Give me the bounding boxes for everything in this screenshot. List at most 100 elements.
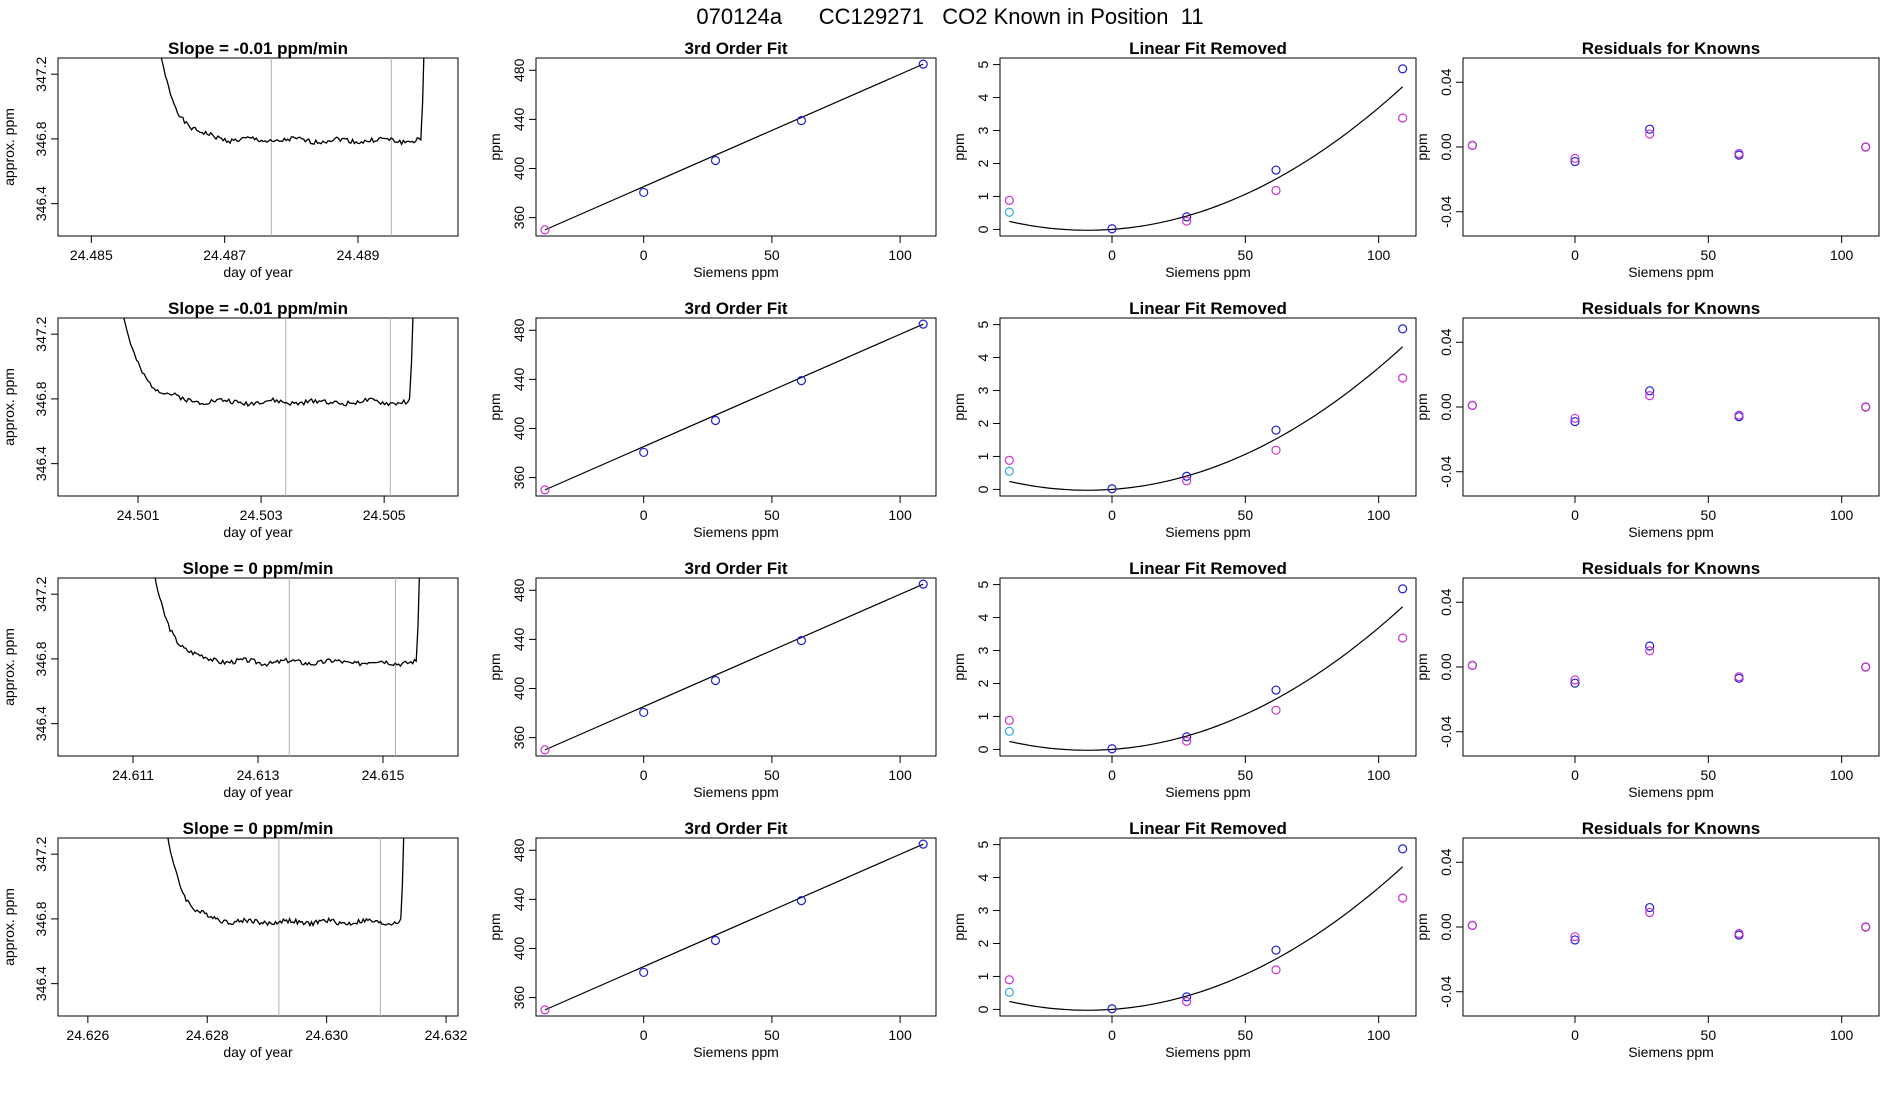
panel-1-2-ytick-label: 440	[511, 107, 527, 131]
panel-2-4-ytick-label: 0.00	[1438, 393, 1454, 420]
panel-1-3-point-blue	[1107, 224, 1117, 234]
panel-3-3-ylabel: ppm	[951, 653, 967, 680]
panel-3-4-point-magenta	[1861, 662, 1871, 672]
panel-3-4-ytick-label: 0.00	[1438, 653, 1454, 680]
panel-1-3-xtick-label: 100	[1367, 247, 1391, 263]
panel-4-4-ytick-label: -0.04	[1438, 976, 1454, 1008]
panel-4-1-ytick-label: 347.2	[33, 836, 49, 871]
panel-1-4-point-magenta	[1467, 140, 1477, 150]
panel-4-2-xlabel: Siemens ppm	[693, 1044, 779, 1060]
panel-3-2-xtick-label: 100	[888, 767, 912, 783]
panel-3-4-point-blue	[1570, 678, 1580, 688]
panel-3-2-xtick-label: 0	[640, 767, 648, 783]
panel-3-1-xlabel: day of year	[223, 784, 293, 800]
panel-2-3-point-blue	[1107, 484, 1117, 494]
panel-3-2-ytick-label: 360	[511, 726, 527, 750]
panel-3-2-ytick-label: 440	[511, 627, 527, 651]
panel-4-3-point-blue	[1271, 945, 1281, 955]
panel-2-1-ytick-label: 346.4	[33, 446, 49, 481]
panel-2-3-xtick-label: 100	[1367, 507, 1391, 523]
panel-1-4-point-magenta	[1734, 148, 1744, 159]
panel-1-3-ytick-label: 4	[975, 93, 991, 101]
panel-3-3-point-magenta	[1004, 715, 1014, 726]
panel-1-2-title: 3rd Order Fit	[685, 39, 788, 58]
panel-4-2-xtick-label: 0	[640, 1027, 648, 1043]
panel-4-4-point-magenta	[1570, 932, 1580, 942]
panel-4-1-xtick-label: 24.628	[186, 1027, 229, 1043]
panel-1-3-point-blue	[1271, 165, 1281, 175]
panel-2-3-point-blue	[1398, 324, 1408, 334]
panel-1-2-xtick-label: 0	[640, 247, 648, 263]
panel-3-4-title: Residuals for Knowns	[1582, 559, 1761, 578]
panel-2-4-point-blue	[1570, 416, 1580, 427]
panel-2-2-point-blue	[710, 415, 721, 426]
panel-4-3-ytick-label: 3	[975, 906, 991, 914]
panel-3-3-point-magenta	[1271, 705, 1281, 715]
panel-2-4-xtick-label: 0	[1571, 507, 1579, 523]
panel-2-1-title: Slope = -0.01 ppm/min	[168, 299, 348, 318]
panel-4-3-ytick-label: 5	[975, 840, 991, 848]
panel-3-3-title: Linear Fit Removed	[1129, 559, 1287, 578]
panel-4-2-point-magenta	[540, 1005, 550, 1015]
panel-2-2-ytick-label: 440	[511, 367, 527, 391]
panel-2-4-point-magenta	[1467, 400, 1477, 410]
panel-1-2-point-magenta	[540, 225, 550, 235]
panel-2-3-xtick-label: 50	[1238, 507, 1254, 523]
panel-2-2-point-blue	[639, 447, 649, 458]
panel-1-3-ytick-label: 1	[975, 192, 991, 200]
panel-1-3-ytick-label: 5	[975, 60, 991, 68]
panel-2-1-xtick-label: 24.503	[240, 507, 283, 523]
panel-2-2-point-magenta	[540, 485, 550, 495]
panel-4-1-xlabel: day of year	[223, 1044, 293, 1060]
panel-1-3-point-magenta	[1004, 195, 1014, 205]
panel-4-4-frame	[1462, 837, 1880, 1017]
panel-4-3-xtick-label: 0	[1108, 1027, 1116, 1043]
panel-1-4-frame	[1462, 57, 1880, 237]
panel-2-3-ylabel: ppm	[951, 393, 967, 420]
panel-3-2-xlabel: Siemens ppm	[693, 784, 779, 800]
panel-3-3-point-blue	[1107, 744, 1117, 754]
panel-4-1-ytick-label: 346.8	[33, 901, 49, 936]
panel-4-3-xlabel: Siemens ppm	[1165, 1044, 1251, 1060]
panel-4-4-xlabel: Siemens ppm	[1628, 1044, 1714, 1060]
panel-4-2-ylabel: ppm	[487, 913, 503, 940]
panel-1-4-ytick-label: 0.00	[1438, 133, 1454, 160]
panel-1-3-xtick-label: 50	[1238, 247, 1254, 263]
panel-4-1-xtick-label: 24.630	[305, 1027, 348, 1043]
panel-1-2-point-blue	[796, 116, 806, 126]
panel-4-3-point-blue	[1182, 992, 1192, 1002]
panel-4-4-point-magenta	[1467, 920, 1477, 930]
panel-4-1-xtick-label: 24.626	[66, 1027, 109, 1043]
panel-4-4-xtick-label: 0	[1571, 1027, 1579, 1043]
panel-1-4-xtick-label: 100	[1830, 247, 1854, 263]
panel-2-1-ylabel: approx. ppm	[1, 368, 17, 446]
panel-4-1-trace-line	[167, 838, 405, 928]
panel-2-2-xtick-label: 50	[764, 507, 780, 523]
panel-2-2-fit-line	[544, 323, 924, 491]
panel-3-4-xlabel: Siemens ppm	[1628, 784, 1714, 800]
panel-1-3-ytick-label: 3	[975, 126, 991, 134]
panel-3-2-point-blue	[918, 579, 928, 589]
panel-4-4-ytick-label: 0.04	[1438, 848, 1454, 875]
panel-1-1-xtick-label: 24.487	[203, 247, 246, 263]
panel-4-4-xtick-label: 100	[1830, 1027, 1854, 1043]
panel-4-3-ytick-label: 4	[975, 873, 991, 881]
panel-2-3-point-blue	[1182, 471, 1192, 481]
panel-2-4-point-magenta	[1570, 413, 1580, 423]
panel-2-2-frame	[535, 317, 937, 497]
panel-2-2-point-blue	[918, 319, 928, 329]
panel-1-1-ylabel: approx. ppm	[1, 108, 17, 186]
panel-4-4-ylabel: ppm	[1414, 913, 1430, 940]
panel-1-2-frame	[535, 57, 937, 237]
panel-4-2-xtick-label: 50	[764, 1027, 780, 1043]
panel-1-3-frame	[999, 57, 1417, 237]
panel-3-3-point-blue	[1182, 732, 1192, 742]
panel-3-2-ytick-label: 480	[511, 578, 527, 602]
panel-3-3-xlabel: Siemens ppm	[1165, 784, 1251, 800]
panel-3-2-point-magenta	[540, 745, 550, 755]
panel-3-1-ylabel: approx. ppm	[1, 628, 17, 706]
panel-1-1-title: Slope = -0.01 ppm/min	[168, 39, 348, 58]
panel-2-1-frame	[57, 317, 459, 497]
panel-1-4-point-magenta	[1645, 129, 1655, 139]
